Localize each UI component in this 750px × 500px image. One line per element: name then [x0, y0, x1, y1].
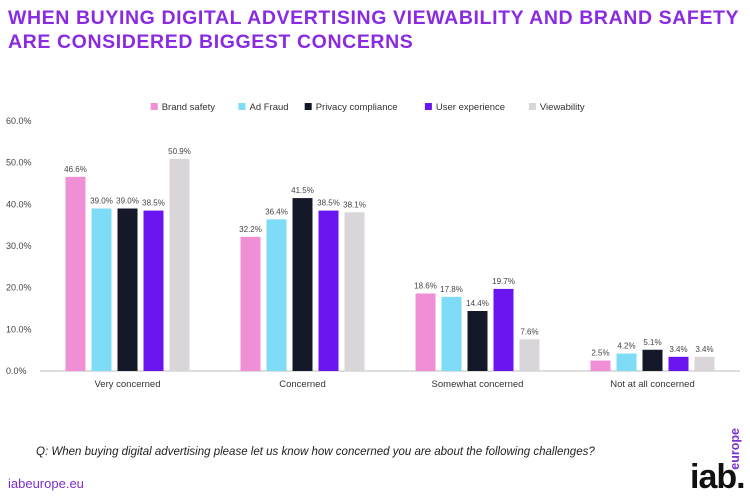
bar [344, 212, 365, 371]
bar [519, 339, 540, 371]
y-tick-label: 20.0% [6, 283, 32, 293]
legend-swatch [150, 103, 158, 110]
x-tick-label: Concerned [279, 379, 325, 390]
data-label: 39.0% [116, 197, 139, 206]
chart-title: WHEN BUYING DIGITAL ADVERTISING VIEWABIL… [8, 7, 739, 53]
legend-label: Brand safety [162, 102, 216, 113]
bar [292, 198, 313, 371]
data-label: 3.4% [669, 345, 687, 354]
legend-swatch [528, 103, 536, 110]
bar-chart: 0.0% 10.0% 20.0% 30.0% 40.0% 50.0% 60.0% 46.6% 3… [6, 102, 740, 390]
bar [694, 356, 715, 371]
y-tick-label: 30.0% [6, 241, 32, 251]
logo-main-text: iab. [690, 458, 746, 496]
data-label: 50.9% [168, 147, 191, 156]
survey-question: Q: When buying digital advertising pleas… [36, 446, 595, 458]
y-tick-label: 50.0% [6, 158, 32, 168]
data-label: 38.1% [343, 200, 366, 209]
data-label: 19.7% [492, 277, 515, 286]
data-label: 38.5% [142, 199, 165, 208]
data-label: 5.1% [643, 338, 661, 347]
data-label: 46.6% [64, 165, 87, 174]
data-label: 38.5% [317, 199, 340, 208]
legend-swatch [304, 103, 312, 110]
bar [240, 236, 261, 371]
legend-label: Viewability [540, 102, 585, 113]
x-tick-label: Somewhat concerned [432, 379, 524, 390]
bar [467, 311, 488, 371]
legend-label: Privacy compliance [316, 102, 398, 113]
y-tick-label: 10.0% [6, 324, 32, 334]
bar [415, 293, 436, 371]
x-tick-label: Very concerned [94, 379, 160, 390]
bar [318, 210, 339, 371]
bar [169, 158, 190, 371]
data-label: 32.2% [239, 225, 262, 234]
legend-swatch [424, 103, 432, 110]
data-label: 18.6% [414, 282, 437, 291]
legend-swatch [238, 103, 246, 110]
legend-label: User experience [436, 102, 505, 113]
bar [441, 296, 462, 371]
y-tick-label: 60.0% [6, 116, 32, 126]
bar [668, 356, 689, 371]
data-label: 39.0% [90, 197, 113, 206]
legend-label: Ad Fraud [250, 102, 289, 113]
bar [143, 210, 164, 371]
bar [117, 208, 138, 371]
data-label: 7.6% [520, 327, 538, 336]
data-label: 3.4% [695, 345, 713, 354]
bar [642, 349, 663, 371]
data-label: 17.8% [440, 285, 463, 294]
bar [493, 288, 514, 371]
bar [616, 353, 637, 371]
bar [91, 208, 112, 371]
data-label: 41.5% [291, 186, 314, 195]
bar [65, 176, 86, 371]
y-tick-label: 0.0% [6, 366, 27, 376]
data-label: 4.2% [617, 342, 635, 351]
bar [590, 360, 611, 371]
x-tick-label: Not at all concerned [610, 379, 695, 390]
data-label: 2.5% [591, 349, 609, 358]
data-label: 14.4% [466, 299, 489, 308]
data-label: 36.4% [265, 207, 288, 216]
logo-sub-text: europe [728, 428, 742, 470]
website-link[interactable]: iabeurope.eu [8, 476, 84, 491]
bar [266, 219, 287, 371]
y-tick-label: 40.0% [6, 199, 32, 209]
iab-europe-logo: iab. europe [690, 428, 746, 494]
